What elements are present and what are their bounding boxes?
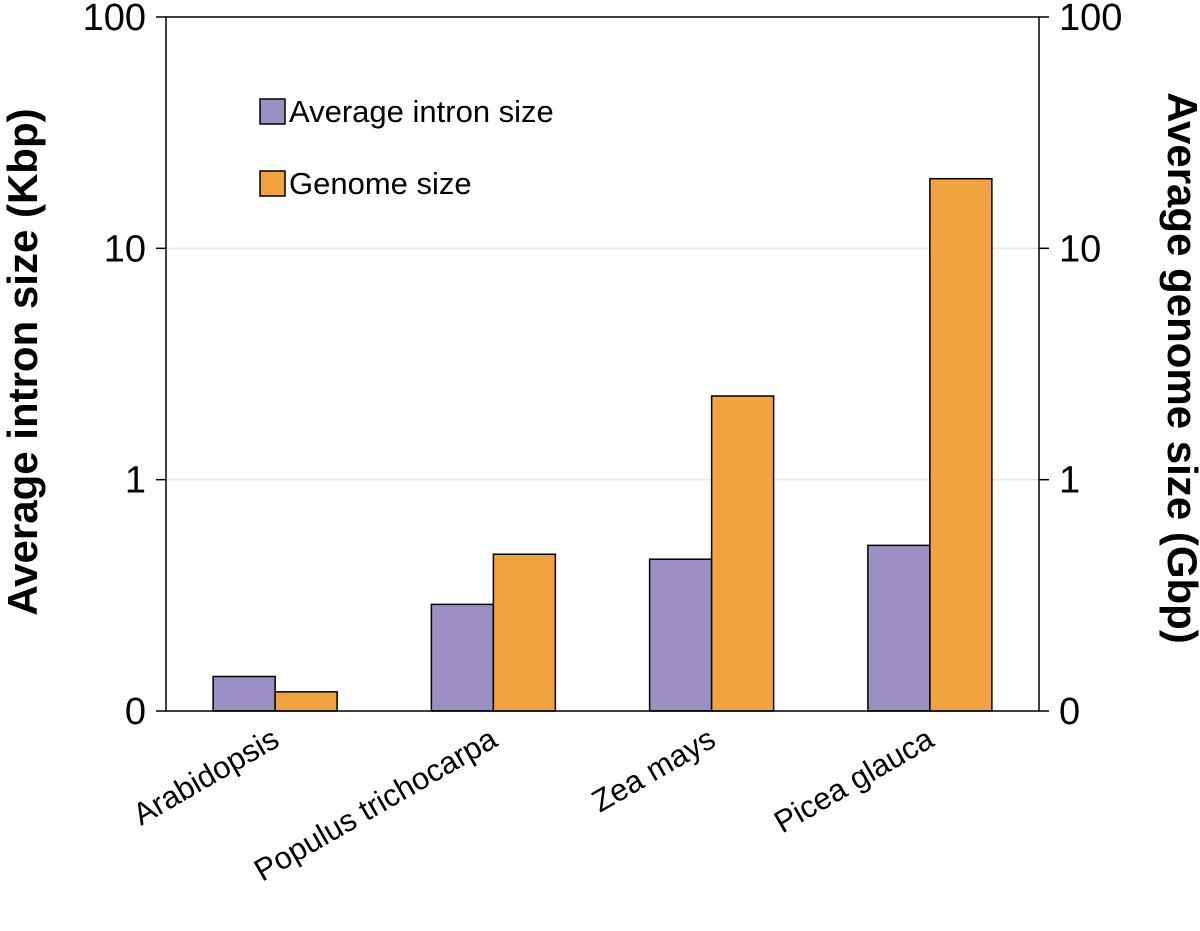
right-y-tick-label: 10 (1059, 228, 1101, 270)
left-y-axis-ticks: 0 1 10 100 (83, 0, 166, 733)
right-y-axis-ticks: 0 1 10 100 (1039, 0, 1122, 733)
legend-item-average-intron-size: Average intron size (259, 94, 554, 129)
bars (212, 177, 993, 712)
right-y-axis-title: Average genome size (Gbp) (1159, 92, 1200, 644)
category-label-picea-glauca: Picea glauca (768, 720, 940, 839)
legend-label-genome-size: Genome size (289, 166, 472, 201)
left-y-tick-label: 100 (83, 0, 146, 39)
category-label-populus-trichocarpa: Populus trichocarpa (248, 720, 503, 888)
bar-genome-size-populus-trichocarpa (492, 553, 557, 712)
category-label-zea-mays: Zea mays (586, 721, 721, 819)
bar-average-intron-size-picea-glauca (867, 544, 931, 712)
legend: Average intron size Genome size (259, 94, 554, 201)
right-y-tick-label: 100 (1059, 0, 1122, 39)
category-label-arabidopsis: Arabidopsis (127, 721, 285, 832)
legend-label-average-intron-size: Average intron size (289, 94, 554, 129)
right-y-tick-label: 1 (1059, 460, 1080, 502)
axes (165, 16, 1040, 712)
plot-frame (165, 16, 1040, 712)
bar-genome-size-zea-mays (710, 395, 775, 712)
left-y-tick-label: 0 (125, 691, 146, 733)
gridlines (166, 247, 1039, 481)
legend-swatch-average-intron-size (259, 98, 286, 125)
left-y-tick-label: 10 (104, 228, 146, 270)
left-y-tick-label: 1 (125, 460, 146, 502)
right-y-tick-label: 0 (1059, 691, 1080, 733)
bar-average-intron-size-populus-trichocarpa (430, 603, 495, 712)
bar-genome-size-picea-glauca (929, 177, 993, 712)
bar-average-intron-size-zea-mays (648, 558, 713, 712)
bar-genome-size-arabidopsis (274, 691, 338, 712)
legend-item-genome-size: Genome size (259, 166, 472, 201)
bar-average-intron-size-arabidopsis (212, 675, 276, 712)
left-y-axis-title: Average intron size (Kbp) (0, 108, 46, 615)
legend-swatch-genome-size (259, 170, 286, 197)
